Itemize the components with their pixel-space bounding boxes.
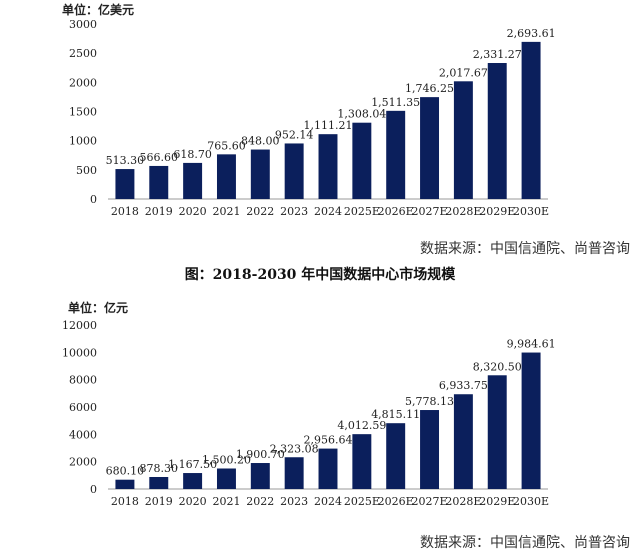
bar [487,63,507,200]
bar [149,165,169,199]
y-tick-label: 4000 [69,428,97,441]
bar [420,410,440,489]
x-tick-label: 2030E [513,495,549,508]
bar [183,473,203,489]
unit-label: 单位：亿元 [68,300,128,315]
y-tick-label: 2000 [69,456,97,469]
x-tick-label: 2023 [280,495,308,508]
data-label: 4,815.11 [371,408,420,421]
data-label: 8,320.50 [473,360,522,373]
x-tick-label: 2022 [246,495,274,508]
bar [149,476,169,489]
data-label: 1,308.04 [337,108,386,121]
x-tick-label: 2018 [111,495,139,508]
x-tick-label: 2029E [479,205,515,218]
y-tick-label: 3000 [69,18,97,31]
x-tick-label: 2024 [314,205,342,218]
bar [115,169,135,199]
y-tick-label: 1000 [69,135,97,148]
unit-label: 单位：亿美元 [62,2,134,17]
data-label: 566.60 [140,151,179,164]
data-label: 952.14 [275,128,314,141]
source-note-1: 数据来源：中国信通院、尚普咨询 [420,241,630,257]
data-label: 1,746.25 [405,82,454,95]
bar [352,122,372,199]
y-tick-label: 2500 [69,47,97,60]
data-label: 848.00 [241,135,280,148]
x-tick-label: 2024 [314,495,342,508]
bar [318,448,338,489]
bar [250,463,270,489]
x-tick-label: 2025E [344,205,380,218]
data-label: 878.30 [140,462,179,475]
data-label: 1,111.21 [304,119,353,132]
x-tick-label: 2018 [111,205,139,218]
y-tick-label: 12000 [62,319,97,332]
x-tick-label: 2028E [445,495,481,508]
bar [386,110,406,199]
bar [352,434,372,489]
x-tick-label: 2025E [344,495,380,508]
data-label: 4,012.59 [337,419,386,432]
bar [216,468,236,489]
bar [487,375,507,489]
bar [318,134,338,199]
data-label: 2,693.61 [507,27,556,40]
bar [386,423,406,489]
x-tick-label: 2022 [246,205,274,218]
data-label: 680.10 [106,465,145,478]
data-label: 1,900.70 [236,448,285,461]
y-tick-label: 0 [90,483,97,496]
data-label: 513.30 [106,154,145,167]
bar [521,352,541,489]
bar [284,457,304,489]
bar [250,149,270,199]
data-label: 2,956.64 [304,434,353,447]
x-tick-label: 2023 [280,205,308,218]
bar [115,479,135,489]
y-tick-label: 2000 [69,76,97,89]
y-tick-label: 0 [90,193,97,206]
x-tick-label: 2019 [145,495,173,508]
x-tick-label: 2021 [212,205,240,218]
bar [284,143,304,199]
data-label: 618.70 [173,148,212,161]
data-label: 5,778.13 [405,395,454,408]
bar [183,162,203,199]
y-tick-label: 1500 [69,106,97,119]
x-tick-label: 2029E [479,495,515,508]
x-tick-label: 2027E [412,495,448,508]
y-tick-label: 6000 [69,401,97,414]
source-note-2: 数据来源：中国信通院、尚普咨询 [420,535,630,551]
bar [453,394,473,489]
x-tick-label: 2027E [412,205,448,218]
x-tick-label: 2020 [179,205,207,218]
x-tick-label: 2019 [145,205,173,218]
bar [521,41,541,200]
x-tick-label: 2030E [513,205,549,218]
data-label: 1,167.50 [168,458,217,471]
data-label: 9,984.61 [507,338,556,351]
y-tick-label: 8000 [69,374,97,387]
data-label: 2,331.27 [473,48,522,61]
data-label: 1,511.35 [371,96,420,109]
y-tick-label: 10000 [62,346,97,359]
data-label: 2,017.67 [439,66,488,79]
bar [216,154,236,199]
x-tick-label: 2020 [179,495,207,508]
data-label: 1,500.20 [202,453,251,466]
x-tick-label: 2026E [378,205,414,218]
data-label: 6,933.75 [439,379,488,392]
x-tick-label: 2026E [378,495,414,508]
data-label: 765.60 [207,139,246,152]
x-tick-label: 2021 [212,495,240,508]
figure-caption: 图：2018-2030 年中国数据中心市场规模 [184,267,456,283]
chart-usd: 单位：亿美元 0 500 1000 1500 2000 2500 3000 513.30 2018… [62,2,556,218]
x-tick-label: 2028E [445,205,481,218]
bar [420,97,440,199]
y-tick-label: 500 [76,164,97,177]
bar [453,81,473,199]
chart-rmb: 单位：亿元 0 2000 4000 6000 8000 10000 12000 680.10 20… [62,300,556,508]
data-label: 2,323.08 [270,442,319,455]
